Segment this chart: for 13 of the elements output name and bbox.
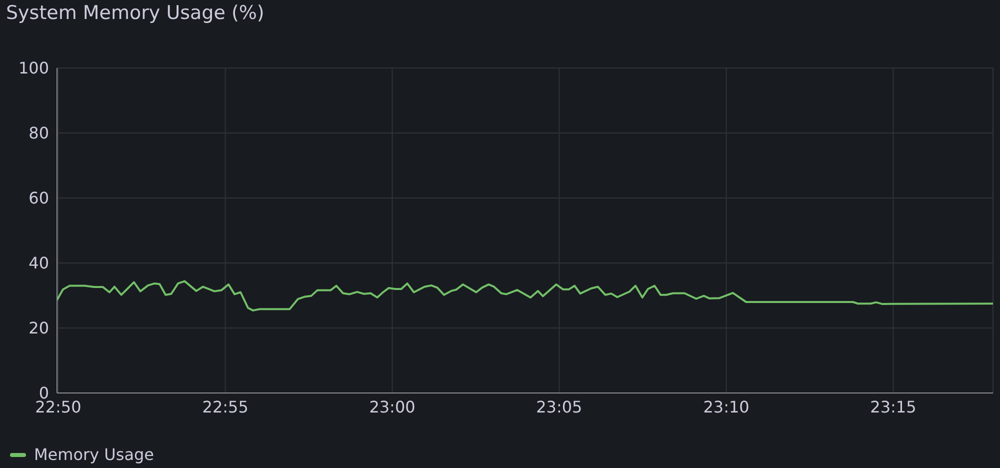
y-tick-label: 100 bbox=[18, 58, 49, 78]
x-tick-label: 23:15 bbox=[870, 397, 916, 416]
x-tick-label: 23:05 bbox=[536, 397, 582, 416]
chart-title: System Memory Usage (%) bbox=[6, 2, 264, 24]
legend-label: Memory Usage bbox=[34, 445, 154, 464]
x-tick-label: 22:55 bbox=[202, 397, 248, 416]
y-tick-label: 80 bbox=[28, 124, 49, 143]
line-series bbox=[57, 280, 993, 312]
y-tick-label: 60 bbox=[28, 188, 49, 208]
y-tick-label: 40 bbox=[28, 254, 49, 273]
y-tick-label: 20 bbox=[28, 318, 49, 338]
x-tick-label: 23:10 bbox=[703, 397, 750, 416]
x-tick-label: 23:00 bbox=[369, 397, 416, 416]
